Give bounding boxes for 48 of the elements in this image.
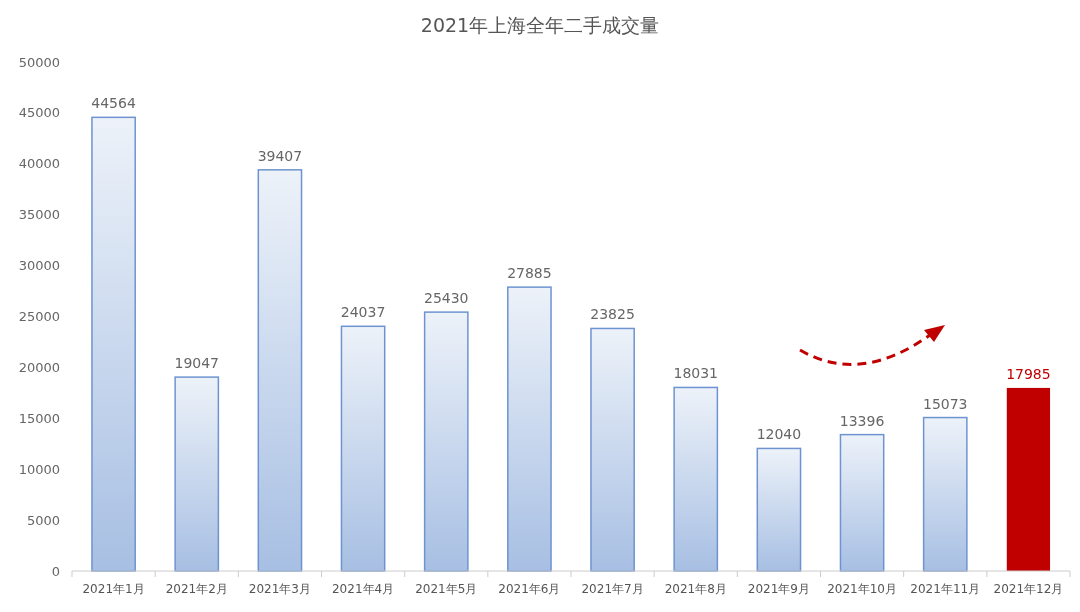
x-tick-label: 2021年3月 (248, 582, 312, 596)
data-label: 24037 (340, 304, 386, 321)
bar (423, 311, 469, 572)
y-tick-label: 50000 (18, 54, 60, 70)
y-tick-label: 45000 (18, 105, 60, 121)
y-tick-label: 10000 (18, 461, 60, 477)
bar (756, 447, 802, 572)
bar (1006, 387, 1051, 571)
bar (839, 433, 885, 572)
data-label: 23825 (590, 306, 635, 323)
chart-title: 2021年上海全年二手成交量 (420, 14, 660, 36)
data-label: 15073 (922, 395, 968, 412)
x-tick-label: 2021年6月 (498, 582, 561, 596)
data-label: 12040 (756, 426, 802, 443)
data-label: 18031 (673, 365, 719, 382)
x-tick-label: 2021年9月 (747, 582, 811, 596)
x-tick-label: 2021年5月 (415, 582, 478, 596)
x-tick-label: 2021年10月 (827, 582, 897, 596)
y-tick-label: 35000 (18, 207, 60, 223)
bar (507, 286, 552, 572)
data-label: 27885 (507, 265, 552, 282)
x-tick-label: 2021年8月 (664, 582, 727, 596)
x-tick-label: 2021年1月 (82, 582, 145, 596)
y-tick-label: 0 (51, 563, 60, 579)
data-label: 19047 (174, 355, 220, 372)
data-label: 13396 (839, 412, 885, 429)
y-tick-label: 30000 (18, 258, 60, 274)
y-tick-label: 40000 (18, 156, 60, 172)
bar (673, 386, 719, 572)
bar (174, 376, 220, 572)
bar (590, 327, 635, 572)
y-tick-label: 5000 (26, 512, 60, 528)
x-tick-label: 2021年4月 (331, 582, 395, 596)
bar (922, 416, 968, 572)
data-label: 25430 (423, 290, 469, 307)
y-tick-label: 25000 (18, 309, 60, 325)
bar (91, 116, 136, 572)
x-tick-label: 2021年11月 (910, 582, 981, 596)
bar (340, 325, 386, 572)
data-label: 39407 (257, 147, 303, 164)
data-label: 17985 (1006, 365, 1051, 382)
bar (257, 169, 303, 572)
y-tick-label: 20000 (18, 359, 60, 375)
x-tick-label: 2021年2月 (165, 582, 228, 596)
data-label: 44564 (91, 95, 136, 112)
y-tick-label: 15000 (18, 410, 60, 426)
x-tick-label: 2021年7月 (581, 582, 644, 596)
x-tick-label: 2021年12月 (993, 582, 1064, 596)
